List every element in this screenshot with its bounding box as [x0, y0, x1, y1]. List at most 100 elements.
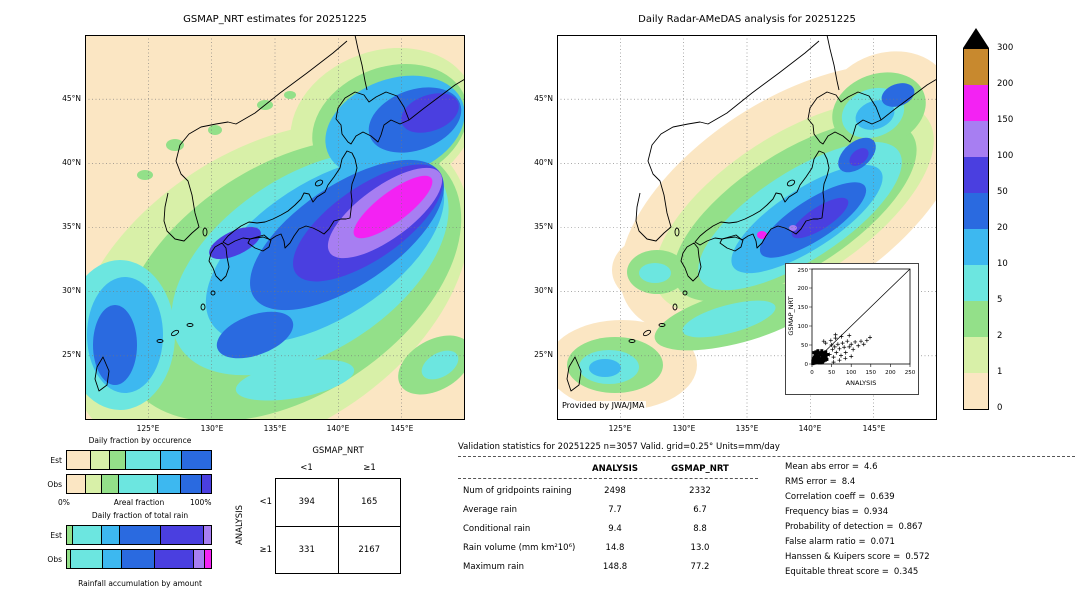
coastline-shikoku [719, 236, 744, 252]
stats-col-header: ANALYSIS [592, 464, 638, 474]
colorbar-label: 1 [997, 367, 1003, 377]
island [156, 339, 164, 343]
stats-col-header: GSMAP_NRT [671, 464, 729, 474]
total-rain-obs-bar [66, 549, 212, 569]
metric-label: Hanssen & Kuipers score = [785, 552, 901, 562]
left-precip-shading [65, 47, 476, 458]
metric-label: Mean abs error = [785, 462, 859, 472]
metric-value: 0.345 [893, 567, 919, 577]
contingency-col-label: <1 [300, 463, 313, 473]
stats-row-label: Rain volume (mm km²10⁶) [463, 543, 576, 553]
colorbar-cell [964, 265, 988, 301]
lat-tick-label: 45°N [62, 94, 81, 103]
lat-tick-label: 35°N [534, 222, 553, 231]
inset-xlabel: ANALYSIS [846, 379, 877, 387]
lat-tick-label: 25°N [534, 350, 553, 359]
colorbar-label: 20 [997, 223, 1008, 233]
lon-tick-label: 145°E [862, 424, 886, 433]
coastline-sakhalin [826, 34, 840, 91]
areal-axis-max: 100% [190, 498, 212, 507]
contingency-cell: 165 [338, 479, 401, 527]
left-map-svg [65, 34, 476, 458]
stats-value: 148.8 [602, 562, 628, 572]
obs-label: Obs [47, 555, 62, 564]
right-map-panel: Daily Radar-AMeDAS analysis for 20251225 [534, 14, 965, 433]
metric-label: Correlation coeff = [785, 492, 866, 502]
contingency-title: GSMAP_NRT [312, 446, 364, 456]
data-credit: Provided by JWA/JMA [560, 401, 647, 410]
colorbar-cell [964, 85, 988, 121]
stats-metric: Correlation coeff = 0.639 [785, 492, 895, 502]
coastline-shikoku [247, 236, 272, 252]
colorbar-label: 2 [997, 331, 1003, 341]
colorbar-cell [964, 337, 988, 373]
divider [458, 456, 1075, 457]
stats-value: 14.8 [605, 543, 625, 553]
contingency-row-label: ≥1 [259, 545, 272, 555]
metric-label: Equitable threat score = [785, 567, 889, 577]
metric-value: 8.4 [841, 477, 856, 487]
obs-label: Obs [47, 480, 62, 489]
colorbar-label: 300 [997, 43, 1014, 53]
lon-tick-label: 135°E [263, 424, 287, 433]
inset-x-tick: 200 [885, 370, 896, 376]
colorbar-cells [963, 48, 989, 410]
scatter-inset: 0 50 100 150 200 250 0 50 100 150 200 25… [785, 263, 919, 395]
inset-x-tick: 250 [905, 370, 916, 376]
colorbar-overflow-arrow [963, 28, 989, 48]
island [186, 323, 194, 327]
contingency-row-axis-label: ANALYSIS [235, 504, 245, 546]
coastline-kuril [880, 78, 938, 121]
scatter-inset-svg: 0 50 100 150 200 250 0 50 100 150 200 25… [787, 268, 916, 387]
est-label: Est [50, 456, 62, 465]
coastline-hokkaido [335, 91, 410, 145]
stats-row-label: Num of gridpoints raining [463, 486, 572, 496]
right-map-coastlines [566, 34, 938, 392]
lat-tick-label: 30°N [62, 286, 81, 295]
island-okinawa [170, 329, 180, 337]
right-map-border [557, 35, 937, 420]
inset-x-tick: 100 [846, 370, 857, 376]
stats-value: 6.7 [693, 505, 707, 515]
lat-tick-label: 40°N [62, 158, 81, 167]
lat-tick-label: 25°N [62, 350, 81, 359]
lon-tick-label: 125°E [608, 424, 632, 433]
inset-y-tick: 100 [798, 324, 809, 330]
colorbar-cell [964, 193, 988, 229]
lon-tick-label: 130°E [200, 424, 224, 433]
lon-tick-label: 140°E [326, 424, 350, 433]
colorbar-label: 0 [997, 403, 1003, 413]
stats-metric: Probability of detection = 0.867 [785, 522, 923, 532]
areal-axis-min: 0% [58, 498, 70, 507]
stats-row-label: Conditional rain [463, 524, 531, 534]
coastline-taiwan [94, 356, 110, 392]
total-rain-est-bar [66, 525, 212, 545]
metric-label: Probability of detection = [785, 522, 894, 532]
left-map-grid [85, 35, 465, 420]
stats-header: Validation statistics for 20251225 n=305… [458, 442, 780, 452]
inset-y-tick: 200 [798, 286, 809, 292]
inset-x-tick: 150 [866, 370, 877, 376]
est-label: Est [50, 531, 62, 540]
metric-value: 0.071 [870, 537, 895, 547]
right-map-title: Daily Radar-AMeDAS analysis for 20251225 [638, 14, 856, 25]
island-tsushima [202, 227, 208, 237]
left-map-coastlines [94, 34, 466, 392]
metric-label: False alarm ratio = [785, 537, 866, 547]
left-map-title: GSMAP_NRT estimates for 20251225 [183, 14, 367, 25]
island-amami [672, 303, 678, 311]
inset-axis-ticks [809, 268, 911, 367]
stats-value: 2498 [604, 486, 626, 496]
coastline-honshu [222, 150, 358, 249]
colorbar-cell [964, 49, 988, 85]
island [658, 323, 666, 327]
stats-metric: Hanssen & Kuipers score = 0.572 [785, 552, 930, 562]
contingency-table: GSMAP_NRT <1 ≥1 ANALYSIS <1 ≥1 394 165 3… [230, 446, 410, 586]
colorbar: 300 200 150 100 50 20 10 5 2 1 0 [963, 28, 1033, 420]
coastline-hokkaido [807, 91, 882, 145]
lat-tick-label: 35°N [62, 222, 81, 231]
lon-tick-label: 135°E [735, 424, 759, 433]
colorbar-cell [964, 373, 988, 409]
stats-value: 2332 [689, 486, 711, 496]
